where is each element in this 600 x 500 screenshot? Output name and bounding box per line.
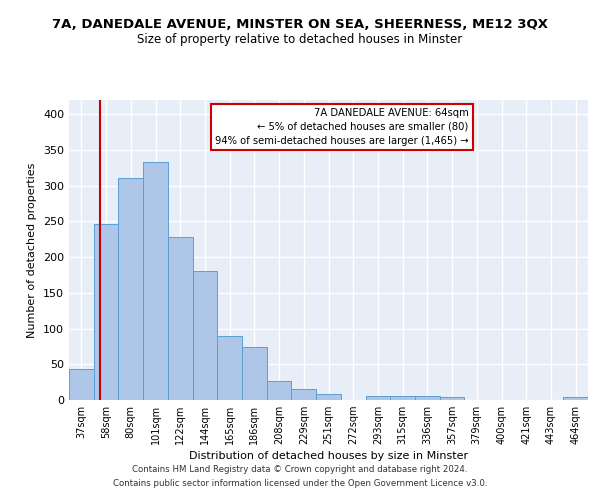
Bar [168,237,193,400]
Bar [390,396,415,400]
X-axis label: Distribution of detached houses by size in Minster: Distribution of detached houses by size … [189,452,468,462]
Bar [217,336,242,400]
Bar [316,394,341,400]
Text: Size of property relative to detached houses in Minster: Size of property relative to detached ho… [137,32,463,46]
Bar [292,388,316,400]
Bar [440,397,464,400]
Bar [267,382,292,400]
Text: 7A, DANEDALE AVENUE, MINSTER ON SEA, SHEERNESS, ME12 3QX: 7A, DANEDALE AVENUE, MINSTER ON SEA, SHE… [52,18,548,30]
Bar [242,347,267,400]
Bar [365,396,390,400]
Bar [415,396,440,400]
Bar [118,178,143,400]
Text: 7A DANEDALE AVENUE: 64sqm
← 5% of detached houses are smaller (80)
94% of semi-d: 7A DANEDALE AVENUE: 64sqm ← 5% of detach… [215,108,469,146]
Bar [69,370,94,400]
Bar [94,224,118,400]
Bar [193,272,217,400]
Text: Contains HM Land Registry data © Crown copyright and database right 2024.
Contai: Contains HM Land Registry data © Crown c… [113,466,487,487]
Y-axis label: Number of detached properties: Number of detached properties [28,162,37,338]
Bar [563,397,588,400]
Bar [143,162,168,400]
